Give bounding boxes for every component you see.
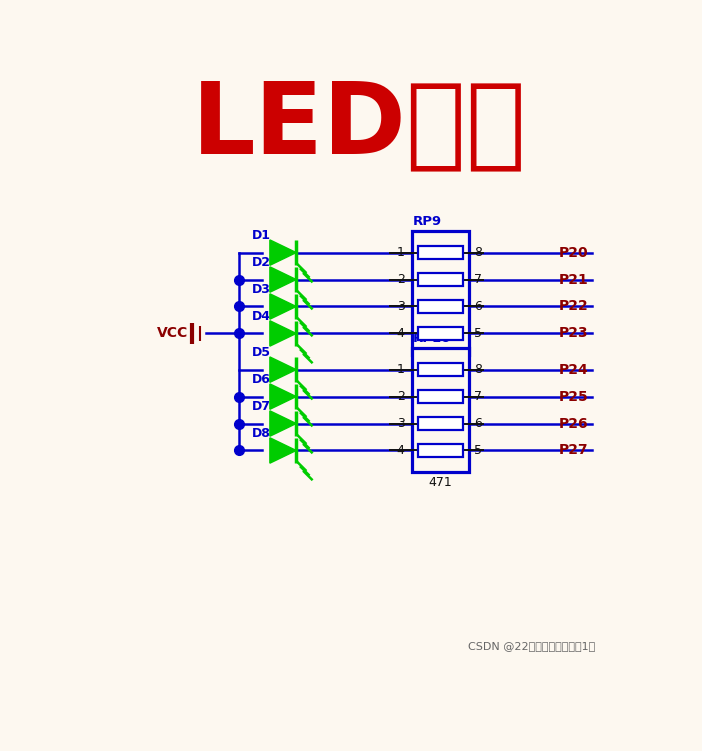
Text: D3: D3: [252, 282, 271, 296]
Text: P23: P23: [559, 327, 588, 340]
Polygon shape: [270, 294, 296, 319]
Polygon shape: [270, 411, 296, 436]
Text: D5: D5: [252, 346, 271, 359]
Bar: [418, 418, 463, 430]
Text: 2: 2: [397, 273, 405, 286]
Text: 1: 1: [397, 363, 405, 376]
Text: 471: 471: [428, 476, 452, 489]
Text: 5: 5: [475, 444, 482, 457]
Text: P20: P20: [559, 246, 588, 260]
Text: 6: 6: [475, 417, 482, 430]
Text: P25: P25: [559, 390, 589, 403]
Bar: [411, 348, 469, 472]
Text: 7: 7: [475, 390, 482, 403]
Bar: [418, 273, 463, 285]
Text: P26: P26: [559, 417, 588, 430]
Text: 1: 1: [397, 246, 405, 259]
Text: 8: 8: [475, 246, 482, 259]
Text: 5: 5: [475, 327, 482, 340]
Polygon shape: [270, 357, 296, 382]
Text: 3: 3: [397, 417, 405, 430]
Text: D8: D8: [252, 427, 271, 439]
Polygon shape: [270, 267, 296, 292]
Text: P22: P22: [559, 300, 589, 313]
Text: P21: P21: [559, 273, 589, 287]
Bar: [418, 300, 463, 312]
Bar: [418, 246, 463, 259]
Bar: [418, 391, 463, 403]
Text: P27: P27: [559, 444, 588, 457]
Text: 3: 3: [397, 300, 405, 313]
Text: D7: D7: [252, 400, 271, 413]
Text: D4: D4: [252, 309, 271, 323]
Text: RP9: RP9: [413, 215, 442, 228]
Polygon shape: [270, 240, 296, 265]
Bar: [418, 327, 463, 339]
Text: D2: D2: [252, 256, 271, 269]
Text: 2: 2: [397, 390, 405, 403]
Text: 4: 4: [397, 327, 405, 340]
Text: LED模块: LED模块: [192, 77, 527, 174]
Bar: [418, 363, 463, 376]
Text: RP10: RP10: [413, 332, 451, 345]
Text: 7: 7: [475, 273, 482, 286]
Text: 8: 8: [475, 363, 482, 376]
Text: D6: D6: [252, 372, 271, 386]
Text: 4: 4: [397, 444, 405, 457]
Bar: [418, 445, 463, 457]
Bar: [411, 231, 469, 355]
Polygon shape: [270, 321, 296, 346]
Text: 6: 6: [475, 300, 482, 313]
Text: CSDN @22级物联网应用技术1班: CSDN @22级物联网应用技术1班: [468, 641, 595, 651]
Polygon shape: [270, 384, 296, 409]
Text: D1: D1: [252, 229, 271, 242]
Text: VCC: VCC: [157, 327, 189, 340]
Text: P24: P24: [559, 363, 589, 377]
Polygon shape: [270, 438, 296, 463]
